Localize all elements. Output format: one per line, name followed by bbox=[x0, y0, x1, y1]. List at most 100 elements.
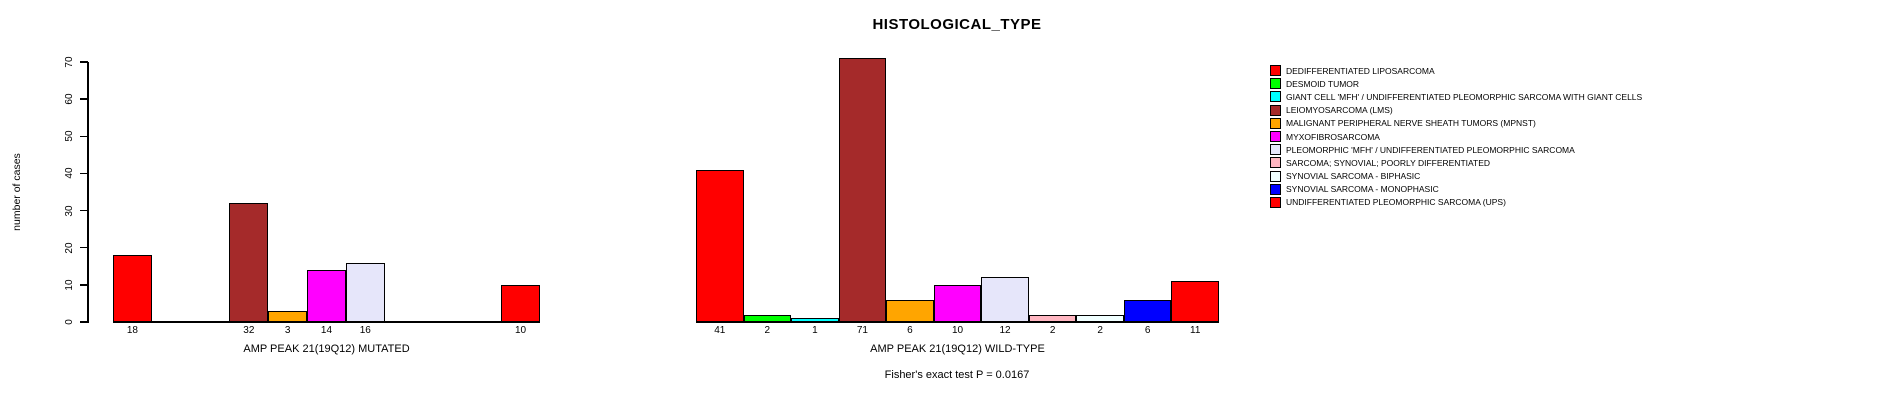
legend-item: DESMOID TUMOR bbox=[1270, 77, 1642, 90]
x-axis-baseline bbox=[113, 321, 540, 323]
bar-value-label bbox=[462, 325, 501, 336]
legend-item: DEDIFFERENTIATED LIPOSARCOMA bbox=[1270, 64, 1642, 77]
legend-item: MYXOFIBROSARCOMA bbox=[1270, 130, 1642, 143]
bar bbox=[229, 203, 269, 322]
legend-label: DEDIFFERENTIATED LIPOSARCOMA bbox=[1286, 65, 1435, 76]
legend-swatch bbox=[1270, 65, 1281, 77]
bar bbox=[696, 169, 744, 322]
y-tick bbox=[80, 321, 88, 323]
legend-label: PLEOMORPHIC 'MFH' / UNDIFFERENTIATED PLE… bbox=[1286, 144, 1575, 155]
bar-slot bbox=[886, 0, 934, 322]
legend-label: MALIGNANT PERIPHERAL NERVE SHEATH TUMORS… bbox=[1286, 118, 1536, 129]
bar-value-label: 18 bbox=[126, 325, 138, 336]
bar-group-wild-type bbox=[696, 0, 1220, 322]
bar-value-label: 6 bbox=[907, 325, 913, 336]
legend-label: SARCOMA; SYNOVIAL; POORLY DIFFERENTIATED bbox=[1286, 157, 1491, 168]
legend-swatch bbox=[1270, 196, 1281, 208]
x-axis-label-wild-type: AMP PEAK 21(19Q12) WILD-TYPE bbox=[870, 343, 1045, 355]
bar-slot bbox=[424, 0, 463, 322]
legend-item: PLEOMORPHIC 'MFH' / UNDIFFERENTIATED PLE… bbox=[1270, 143, 1642, 156]
bar-slot bbox=[462, 0, 501, 322]
legend-label: MYXOFIBROSARCOMA bbox=[1286, 131, 1380, 142]
x-axis-baseline bbox=[696, 321, 1219, 323]
chart-title: HISTOLOGICAL_TYPE bbox=[872, 16, 1042, 33]
bar-value-label: 10 bbox=[514, 325, 527, 336]
bar-slot bbox=[501, 0, 540, 322]
y-tick bbox=[80, 172, 88, 175]
legend-swatch bbox=[1270, 144, 1281, 156]
bar-slot bbox=[152, 0, 191, 322]
bar-slot bbox=[345, 0, 385, 322]
y-tick-label: 0 bbox=[64, 319, 75, 325]
y-tick-label: 10 bbox=[64, 279, 75, 291]
bar-slot bbox=[981, 0, 1029, 322]
legend: DEDIFFERENTIATED LIPOSARCOMA DESMOID TUMO… bbox=[1270, 64, 1642, 209]
legend-swatch bbox=[1270, 91, 1281, 103]
legend-label: GIANT CELL 'MFH' / UNDIFFERENTIATED PLEO… bbox=[1286, 91, 1643, 102]
x-axis-label-mutated: AMP PEAK 21(19Q12) MUTATED bbox=[243, 343, 410, 355]
bar-slot bbox=[1123, 0, 1172, 322]
legend-swatch bbox=[1270, 104, 1281, 116]
bar-slot bbox=[268, 0, 308, 322]
y-tick-label: 50 bbox=[64, 130, 75, 142]
bar-value-label: 41 bbox=[714, 325, 726, 336]
bar-value-label: 6 bbox=[1144, 325, 1151, 336]
bar-value-label: 12 bbox=[999, 325, 1011, 336]
fisher-test-note: Fisher's exact test P = 0.0167 bbox=[884, 369, 1030, 381]
legend-swatch bbox=[1270, 183, 1281, 195]
bar-value-label: 10 bbox=[951, 325, 964, 336]
legend-item: SYNOVIAL SARCOMA - MONOPHASIC bbox=[1270, 183, 1642, 196]
legend-item: SARCOMA; SYNOVIAL; POORLY DIFFERENTIATED bbox=[1270, 156, 1642, 169]
y-axis-title: number of cases bbox=[11, 153, 23, 231]
bar-value-label: 2 bbox=[764, 325, 771, 336]
bar-slot bbox=[1171, 0, 1220, 322]
y-axis-line bbox=[87, 62, 89, 323]
bar bbox=[1171, 281, 1220, 322]
y-tick-label: 60 bbox=[64, 93, 75, 105]
bar bbox=[307, 270, 346, 322]
bar-value-label: 3 bbox=[284, 325, 291, 336]
bar-slot bbox=[229, 0, 269, 322]
bar bbox=[1123, 299, 1172, 322]
bar-value-label bbox=[424, 325, 463, 336]
bar-slot bbox=[1076, 0, 1124, 322]
y-tick bbox=[80, 61, 88, 63]
legend-label: UNDIFFERENTIATED PLEOMORPHIC SARCOMA (UP… bbox=[1286, 197, 1506, 208]
bar-slot bbox=[1028, 0, 1077, 322]
bar bbox=[933, 284, 982, 322]
bar bbox=[838, 58, 887, 322]
legend-item: SYNOVIAL SARCOMA - BIPHASIC bbox=[1270, 170, 1642, 183]
legend-swatch bbox=[1270, 78, 1281, 90]
bar-slot bbox=[838, 0, 887, 322]
legend-item: LEIOMYOSARCOMA (LMS) bbox=[1270, 104, 1642, 117]
bar bbox=[501, 284, 540, 322]
y-tick bbox=[80, 284, 88, 286]
bar-slot bbox=[191, 0, 230, 322]
bar-value-label: 71 bbox=[856, 325, 868, 336]
legend-item: UNDIFFERENTIATED PLEOMORPHIC SARCOMA (UP… bbox=[1270, 196, 1642, 209]
bar-slot bbox=[743, 0, 792, 322]
bar-value-label bbox=[385, 325, 424, 336]
bar-slot bbox=[385, 0, 424, 322]
bar-value-row: 41 2 1 71 6 10 12 2 2 6 11 bbox=[696, 325, 1219, 336]
bar-value-label: 2 bbox=[1097, 325, 1103, 336]
bar-slot bbox=[696, 0, 744, 322]
y-tick-label: 20 bbox=[64, 242, 75, 254]
legend-item: GIANT CELL 'MFH' / UNDIFFERENTIATED PLEO… bbox=[1270, 90, 1642, 103]
bar-slot bbox=[791, 0, 839, 322]
bar-value-label: 14 bbox=[320, 325, 333, 336]
bar bbox=[981, 277, 1029, 322]
bar-value-label: 16 bbox=[359, 325, 371, 336]
y-tick bbox=[80, 246, 88, 249]
legend-swatch bbox=[1270, 117, 1281, 129]
bar-value-label: 1 bbox=[812, 325, 818, 336]
legend-label: SYNOVIAL SARCOMA - MONOPHASIC bbox=[1286, 184, 1439, 195]
legend-swatch bbox=[1270, 131, 1281, 143]
legend-label: LEIOMYOSARCOMA (LMS) bbox=[1286, 105, 1393, 116]
bar-group-mutated bbox=[113, 0, 540, 322]
y-tick bbox=[80, 209, 88, 212]
bar bbox=[345, 262, 385, 322]
bar-value-label bbox=[152, 325, 191, 336]
bar-value-row: 18 32 3 14 16 10 bbox=[113, 325, 540, 336]
